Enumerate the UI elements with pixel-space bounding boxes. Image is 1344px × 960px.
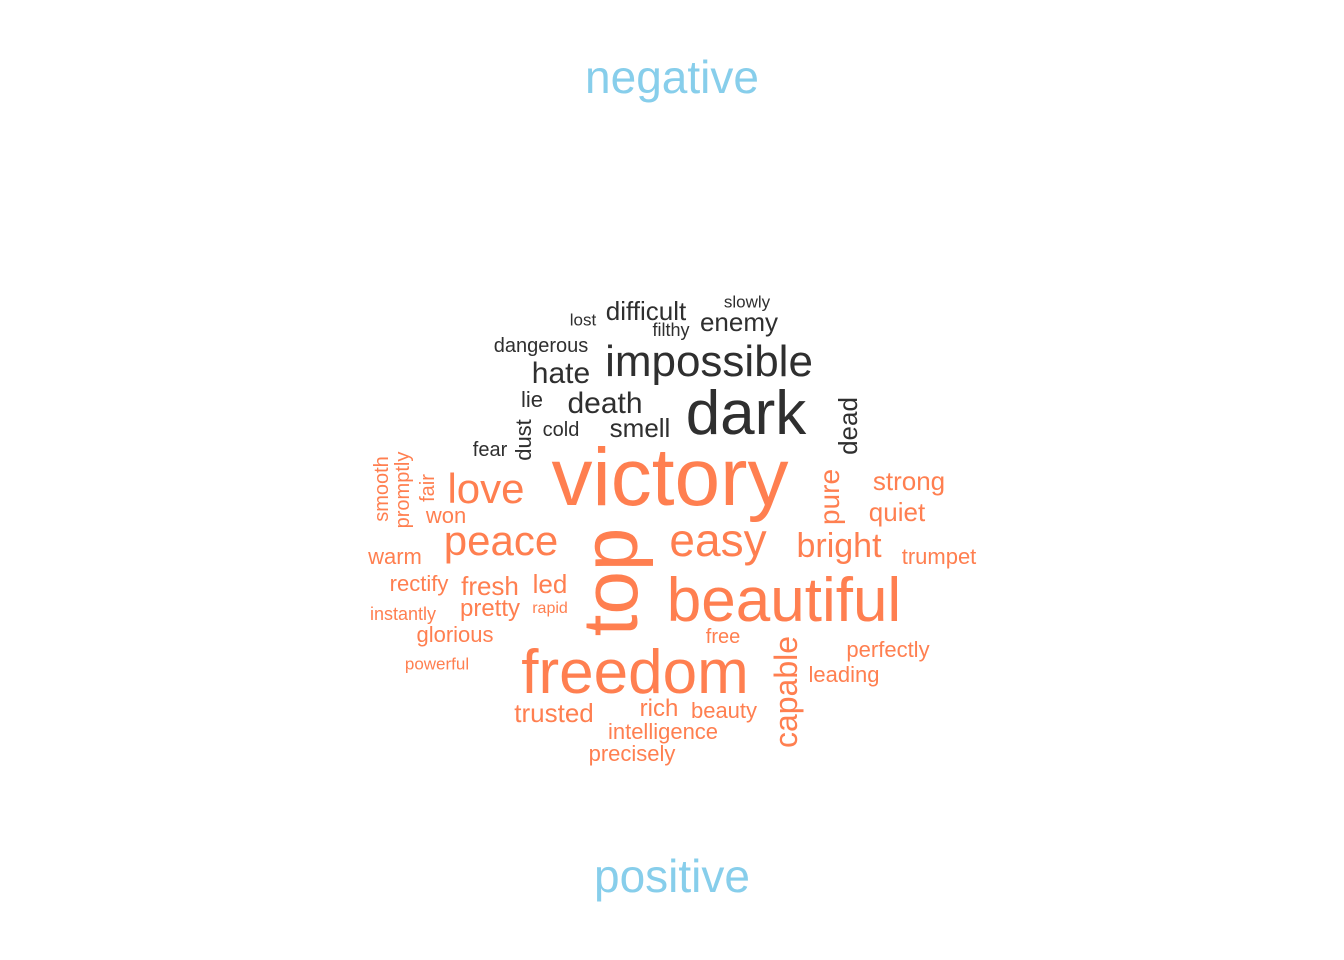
word-positive-promptly: promptly bbox=[392, 451, 414, 529]
word-positive-led: led bbox=[532, 569, 568, 599]
word-negative-filthy: filthy bbox=[652, 320, 690, 340]
word-positive-rapid: rapid bbox=[532, 600, 568, 617]
word-positive-bright: bright bbox=[796, 527, 882, 565]
word-positive-easy: easy bbox=[669, 514, 767, 566]
word-negative-difficult: difficult bbox=[605, 296, 687, 326]
word-positive-fair: fair bbox=[417, 474, 439, 502]
word-negative-death: death bbox=[567, 387, 643, 420]
word-negative-slowly: slowly bbox=[723, 292, 771, 312]
word-positive-peace: peace bbox=[443, 517, 559, 564]
negative-group-title: negative bbox=[585, 51, 759, 103]
word-negative-dangerous: dangerous bbox=[493, 335, 589, 357]
word-negative-impossible: impossible bbox=[605, 337, 813, 386]
word-negative-smell: smell bbox=[609, 413, 671, 443]
word-negative-cold: cold bbox=[542, 419, 580, 441]
word-positive-victory: victory bbox=[551, 432, 789, 523]
word-positive-rich: rich bbox=[639, 695, 679, 722]
word-positive-won: won bbox=[425, 503, 467, 528]
word-positive-love: love bbox=[447, 465, 525, 512]
word-positive-capable: capable bbox=[768, 635, 804, 749]
word-negative-dead: dead bbox=[833, 397, 863, 455]
word-negative-hate: hate bbox=[531, 357, 591, 390]
word-positive-beautiful: beautiful bbox=[666, 566, 902, 635]
word-positive-leading: leading bbox=[808, 662, 880, 687]
word-negative-lost: lost bbox=[569, 310, 597, 330]
word-positive-fresh: fresh bbox=[461, 571, 519, 601]
word-positive-intelligence: intelligence bbox=[607, 719, 719, 744]
positive-group-title: positive bbox=[594, 850, 750, 902]
word-negative-fear: fear bbox=[472, 439, 508, 461]
word-positive-perfectly: perfectly bbox=[846, 637, 930, 662]
word-positive-instantly: instantly bbox=[369, 604, 437, 624]
word-positive-glorious: glorious bbox=[416, 622, 494, 647]
word-positive-pure: pure bbox=[814, 468, 845, 526]
word-positive-powerful: powerful bbox=[404, 654, 470, 674]
word-negative-lie: lie bbox=[520, 387, 544, 412]
word-positive-precisely: precisely bbox=[588, 741, 676, 766]
word-negative-dark: dark bbox=[685, 379, 807, 448]
word-positive-pretty: pretty bbox=[459, 595, 521, 622]
word-negative-enemy: enemy bbox=[699, 307, 779, 337]
word-positive-beauty: beauty bbox=[690, 698, 758, 723]
word-positive-trusted: trusted bbox=[514, 698, 594, 728]
word-positive-top: top bbox=[566, 527, 654, 637]
word-positive-strong: strong bbox=[872, 466, 946, 496]
word-positive-rectify: rectify bbox=[389, 571, 449, 596]
word-positive-freedom: freedom bbox=[521, 638, 749, 707]
word-positive-smooth: smooth bbox=[371, 456, 393, 522]
word-positive-quiet: quiet bbox=[868, 497, 926, 527]
word-positive-free: free bbox=[705, 626, 741, 648]
word-positive-warm: warm bbox=[368, 544, 422, 569]
word-positive-trumpet: trumpet bbox=[901, 544, 977, 569]
word-negative-dust: dust bbox=[511, 419, 536, 461]
